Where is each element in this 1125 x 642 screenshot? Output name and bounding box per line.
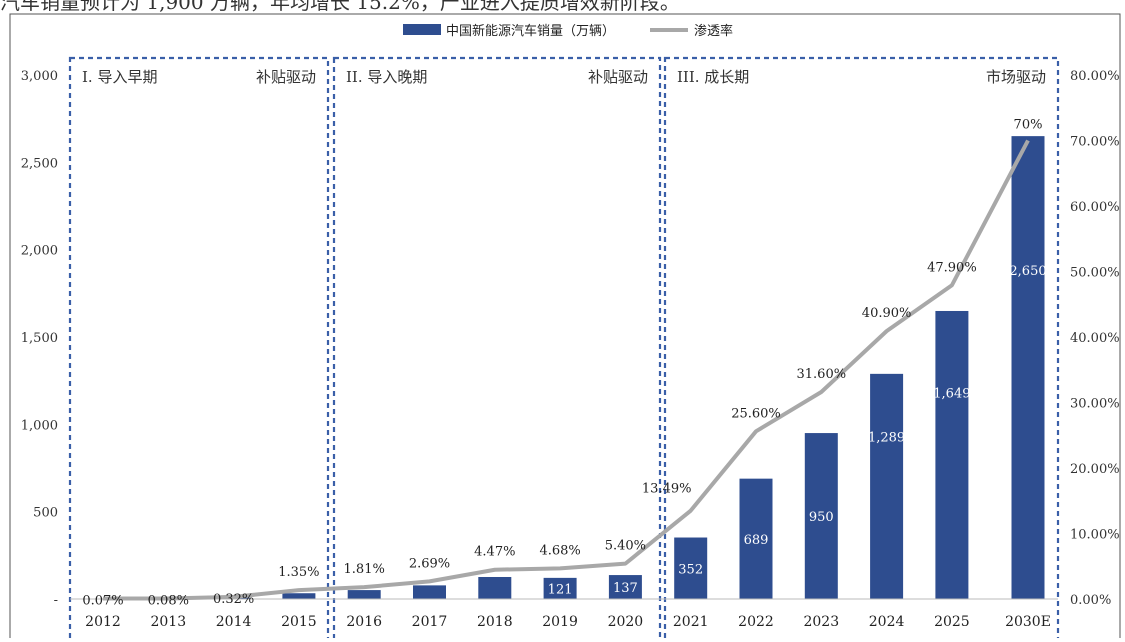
line-value-label: 0.32% bbox=[213, 592, 254, 607]
bar-2019 bbox=[543, 577, 577, 599]
bar-2020 bbox=[608, 575, 642, 599]
y-left-tick: 2,000 bbox=[21, 244, 58, 259]
y-right-tick: 50.00% bbox=[1070, 266, 1120, 281]
y-right-tick: 0.00% bbox=[1070, 593, 1111, 608]
x-tick-label: 2021 bbox=[673, 614, 709, 630]
y-left-tick: 2,500 bbox=[21, 156, 58, 171]
x-tick-label: 2022 bbox=[738, 614, 774, 630]
bar-value-label: 2,650 bbox=[1009, 264, 1046, 279]
y-left-tick: 1,000 bbox=[21, 418, 58, 433]
x-tick-label: 2015 bbox=[281, 614, 317, 630]
line-value-label: 0.08% bbox=[148, 593, 189, 608]
line-value-label: 2.69% bbox=[409, 556, 450, 571]
line-value-label: 0.07% bbox=[82, 594, 123, 609]
line-value-label: 70% bbox=[1014, 118, 1043, 133]
y-right-tick: 70.00% bbox=[1070, 135, 1120, 150]
line-value-label: 1.81% bbox=[344, 562, 385, 577]
x-tick-label: 2014 bbox=[216, 614, 252, 630]
x-tick-label: 2018 bbox=[477, 614, 513, 630]
y-left-tick: 500 bbox=[33, 506, 58, 521]
line-value-label: 40.90% bbox=[862, 306, 912, 321]
line-value-label: 4.47% bbox=[474, 545, 515, 560]
legend-bar-swatch bbox=[403, 24, 441, 35]
line-value-label: 13.49% bbox=[642, 482, 692, 497]
bar-value-label: 1,649 bbox=[933, 386, 970, 401]
x-tick-label: 2024 bbox=[869, 614, 905, 630]
line-value-label: 4.68% bbox=[539, 543, 580, 558]
y-right-tick: 30.00% bbox=[1070, 397, 1120, 412]
phase-name-3: III. 成长期 bbox=[677, 68, 749, 86]
y-right-tick: 40.00% bbox=[1070, 331, 1120, 346]
phase-box-2 bbox=[332, 56, 662, 642]
x-tick-label: 2013 bbox=[150, 614, 186, 630]
phase-driver-2: 补贴驱动 bbox=[588, 68, 648, 86]
bar-2024 bbox=[870, 373, 904, 599]
penetration-line bbox=[102, 139, 1030, 601]
caption-fragment: 汽车销量预计为 1,900 万辆，年均增长 15.2%，产业进入提质增效新阶段。 bbox=[0, 0, 680, 14]
phase-name-1: I. 导入早期 bbox=[82, 68, 157, 86]
x-tick-label: 2012 bbox=[85, 614, 121, 630]
x-tick-label: 2017 bbox=[412, 614, 448, 630]
bar-2021 bbox=[674, 537, 708, 599]
legend-bar-label: 中国新能源汽车销量（万辆） bbox=[446, 23, 615, 39]
line-value-label: 47.90% bbox=[927, 260, 977, 275]
x-tick-label: 2016 bbox=[346, 614, 382, 630]
line-value-label: 1.35% bbox=[278, 565, 319, 580]
bar-2016 bbox=[347, 590, 381, 599]
y-right-tick: 80.00% bbox=[1070, 69, 1120, 84]
y-left-tick: 1,500 bbox=[21, 331, 58, 346]
chart-frame bbox=[9, 13, 1121, 642]
line-value-label: 31.60% bbox=[797, 367, 847, 382]
bar-2017 bbox=[413, 585, 446, 599]
line-value-label: 5.40% bbox=[605, 539, 646, 554]
bar-value-label: 1,289 bbox=[868, 430, 905, 445]
line-value-label: 25.60% bbox=[731, 406, 781, 421]
legend-line-label: 渗透率 bbox=[694, 23, 733, 39]
y-right-tick: 60.00% bbox=[1070, 200, 1120, 215]
bar-value-label: 137 bbox=[613, 581, 638, 596]
x-tick-label: 2023 bbox=[803, 614, 839, 630]
y-right-tick: 10.00% bbox=[1070, 528, 1120, 543]
bar-2030E bbox=[1011, 136, 1045, 599]
bar-value-label: 689 bbox=[744, 533, 769, 548]
x-tick-label: 2019 bbox=[542, 614, 578, 630]
x-tick-label: 2030E bbox=[1005, 614, 1051, 630]
bar-value-label: 121 bbox=[548, 582, 573, 597]
phase-box-3 bbox=[663, 56, 1060, 642]
y-left-tick: 3,000 bbox=[21, 69, 58, 84]
phase-driver-1: 补贴驱动 bbox=[256, 68, 316, 86]
phase-box-1 bbox=[68, 56, 330, 642]
bar-value-label: 950 bbox=[809, 510, 834, 525]
bar-2023 bbox=[804, 433, 838, 599]
y-left-tick: - bbox=[54, 593, 58, 608]
y-right-tick: 20.00% bbox=[1070, 462, 1120, 477]
x-tick-label: 2025 bbox=[934, 614, 970, 630]
bar-2015 bbox=[282, 593, 316, 599]
phase-driver-3: 市场驱动 bbox=[986, 68, 1046, 86]
bar-2025 bbox=[935, 310, 969, 599]
bar-2022 bbox=[739, 478, 773, 599]
phase-name-2: II. 导入晚期 bbox=[346, 68, 427, 86]
bar-value-label: 352 bbox=[678, 562, 703, 577]
bar-2018 bbox=[478, 576, 512, 599]
x-tick-label: 2020 bbox=[608, 614, 644, 630]
